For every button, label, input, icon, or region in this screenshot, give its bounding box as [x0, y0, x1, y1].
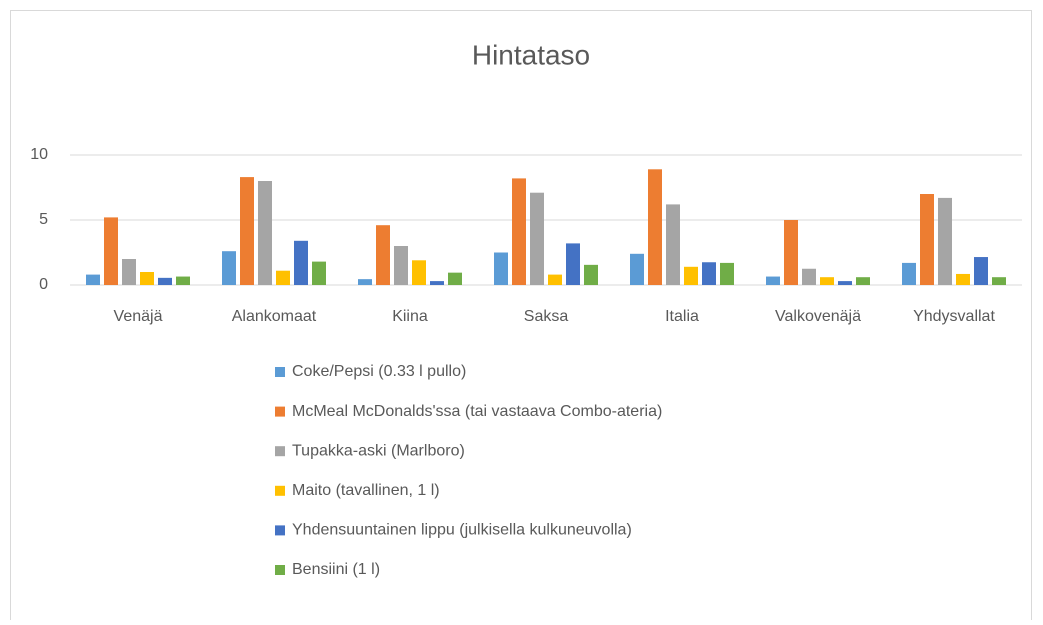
legend-label: McMeal McDonalds'ssa (tai vastaava Combo… [292, 403, 662, 420]
bar [820, 277, 834, 285]
bar [974, 257, 988, 285]
bar [494, 252, 508, 285]
bar [584, 264, 598, 285]
bar [86, 274, 100, 285]
legend-label: Yhdensuuntainen lippu (julkisella kulkun… [292, 522, 632, 539]
bar [176, 276, 190, 285]
bar [258, 181, 272, 285]
legend-label: Coke/Pepsi (0.33 l pullo) [292, 363, 466, 380]
chart-title: Hintataso [472, 39, 590, 70]
bar [548, 274, 562, 285]
bar [684, 266, 698, 285]
bar [104, 217, 118, 285]
legend-swatch [275, 446, 285, 457]
x-tick-label: Yhdysvallat [913, 308, 995, 325]
x-tick-label: Venäjä [114, 308, 163, 325]
bar [276, 270, 290, 285]
bar [920, 194, 934, 285]
bar [448, 272, 462, 285]
bar [766, 276, 780, 285]
legend-swatch [275, 406, 285, 417]
legend-swatch [275, 367, 285, 377]
x-tick-label: Kiina [392, 308, 428, 325]
bar [992, 277, 1006, 285]
bar [938, 197, 952, 285]
bar [648, 169, 662, 285]
chart-border [10, 10, 1032, 625]
legend-swatch [275, 525, 285, 536]
bar [122, 259, 136, 285]
legend-label: Tupakka-aski (Marlboro) [292, 442, 465, 459]
bar [222, 251, 236, 285]
bar [412, 260, 426, 285]
y-tick-label: 10 [30, 146, 48, 163]
legend-label: Bensiini (1 l) [292, 561, 380, 578]
bar [530, 192, 544, 285]
bar [666, 204, 680, 285]
legend-label: Maito (tavallinen, 1 l) [292, 482, 440, 499]
bar [140, 272, 154, 285]
bar [838, 281, 852, 285]
legend-swatch [275, 485, 285, 496]
legend-swatch [275, 565, 285, 575]
bar [158, 277, 172, 285]
bar [376, 225, 390, 285]
y-tick-label: 5 [39, 211, 48, 228]
bar [294, 240, 308, 285]
bar [630, 253, 644, 285]
bar [902, 262, 916, 285]
bar [358, 279, 372, 285]
y-tick-label: 0 [39, 276, 48, 293]
bar [956, 273, 970, 285]
bar [702, 262, 716, 285]
bar [312, 261, 326, 285]
x-tick-label: Valkovenäjä [775, 308, 861, 325]
bar [240, 177, 254, 285]
bar [430, 281, 444, 285]
bar [566, 243, 580, 285]
bar [856, 277, 870, 285]
x-tick-label: Saksa [524, 308, 569, 325]
bar [512, 178, 526, 285]
bar [802, 268, 816, 285]
bar [394, 246, 408, 285]
x-tick-label: Italia [665, 308, 699, 325]
bar [784, 220, 798, 285]
bar [720, 262, 734, 285]
x-tick-label: Alankomaat [232, 308, 317, 325]
